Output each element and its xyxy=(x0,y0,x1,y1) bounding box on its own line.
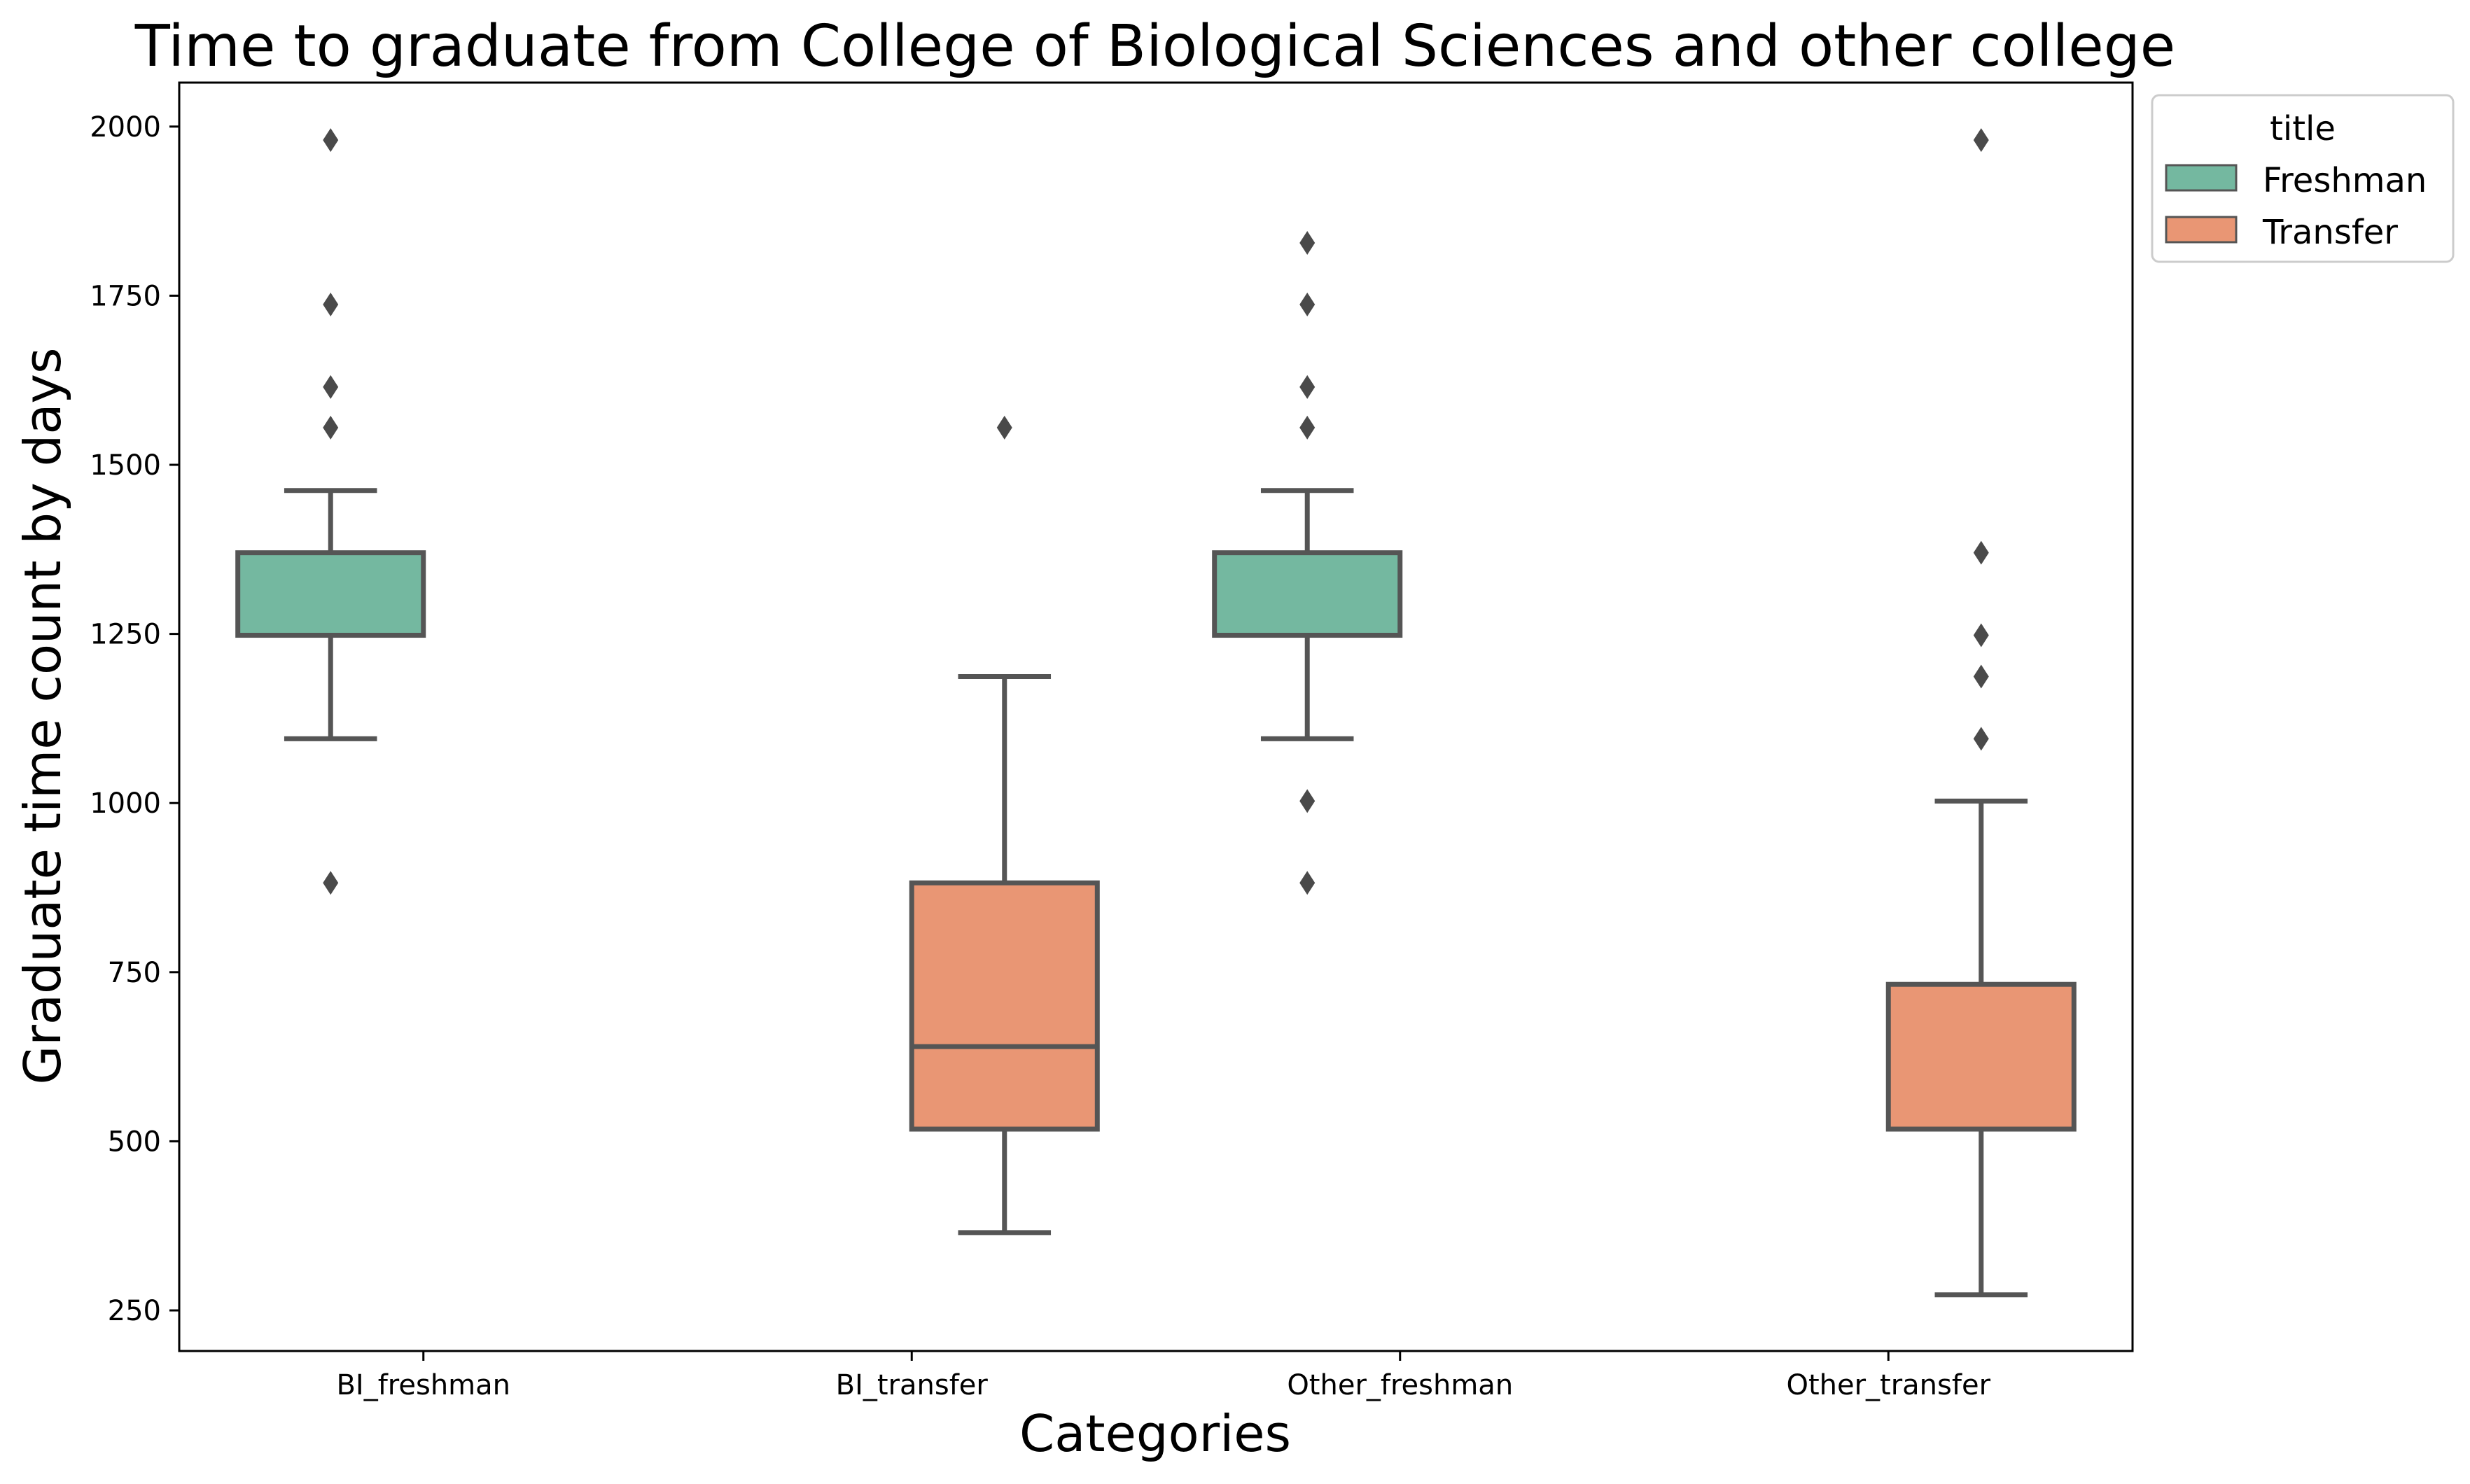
legend-swatch-transfer xyxy=(2165,216,2238,244)
outlier-point xyxy=(1299,231,1316,255)
legend-title: title xyxy=(2270,109,2336,148)
outlier-point xyxy=(1973,664,1989,689)
outlier-point xyxy=(1299,292,1316,316)
box-body xyxy=(235,550,426,638)
outlier-point xyxy=(323,292,339,316)
y-tick-label: 1250 xyxy=(90,619,161,651)
y-tick-label: 1000 xyxy=(90,788,161,820)
outlier-point xyxy=(323,415,339,440)
outlier-point xyxy=(1973,727,1989,751)
y-tick-label: 500 xyxy=(108,1126,161,1158)
box-BI_freshman xyxy=(235,128,426,895)
plot-area xyxy=(235,128,2077,1298)
x-axis: BI_freshman BI_transfer Other_freshman Othe… xyxy=(336,1351,1991,1401)
outlier-point xyxy=(1299,374,1316,399)
box-Other_freshman xyxy=(1212,231,1403,895)
box-body xyxy=(909,880,1100,1132)
legend-swatch-freshman xyxy=(2165,164,2238,192)
chart-title: Time to graduate from College of Biologi… xyxy=(134,13,2176,80)
legend: title Freshman Transfer xyxy=(2151,94,2455,263)
y-tick-label: 750 xyxy=(108,957,161,989)
outlier-point xyxy=(323,374,339,399)
box-BI_transfer xyxy=(909,415,1100,1236)
outlier-point xyxy=(1299,789,1316,813)
legend-label-freshman: Freshman xyxy=(2263,161,2427,200)
y-tick-label: 1750 xyxy=(90,280,161,312)
plot-frame xyxy=(178,81,2134,1352)
y-axis-label: Graduate time count by days xyxy=(13,347,72,1084)
x-tick-label: Other_transfer xyxy=(1786,1369,1990,1401)
outlier-point xyxy=(1973,128,1989,153)
outlier-point xyxy=(996,415,1012,440)
x-axis-label: Categories xyxy=(1019,1404,1291,1463)
y-tick-label: 2000 xyxy=(90,111,161,144)
outlier-point xyxy=(323,871,339,895)
outlier-point xyxy=(1299,415,1316,440)
box-body xyxy=(1212,550,1403,638)
box-Other_transfer xyxy=(1885,128,2077,1298)
y-axis: 250 500 750 1000 1250 1500 1750 2000 xyxy=(90,111,179,1327)
outlier-point xyxy=(323,128,339,153)
x-tick-label: Other_freshman xyxy=(1287,1369,1513,1401)
legend-label-transfer: Transfer xyxy=(2262,213,2398,252)
box-body xyxy=(1885,981,2077,1132)
y-tick-label: 250 xyxy=(108,1295,161,1327)
x-tick-label: BI_transfer xyxy=(836,1369,989,1401)
x-tick-label: BI_freshman xyxy=(336,1369,510,1401)
outlier-point xyxy=(1973,623,1989,648)
outlier-point xyxy=(1299,871,1316,895)
outlier-point xyxy=(1973,540,1989,565)
y-tick-label: 1500 xyxy=(90,449,161,482)
